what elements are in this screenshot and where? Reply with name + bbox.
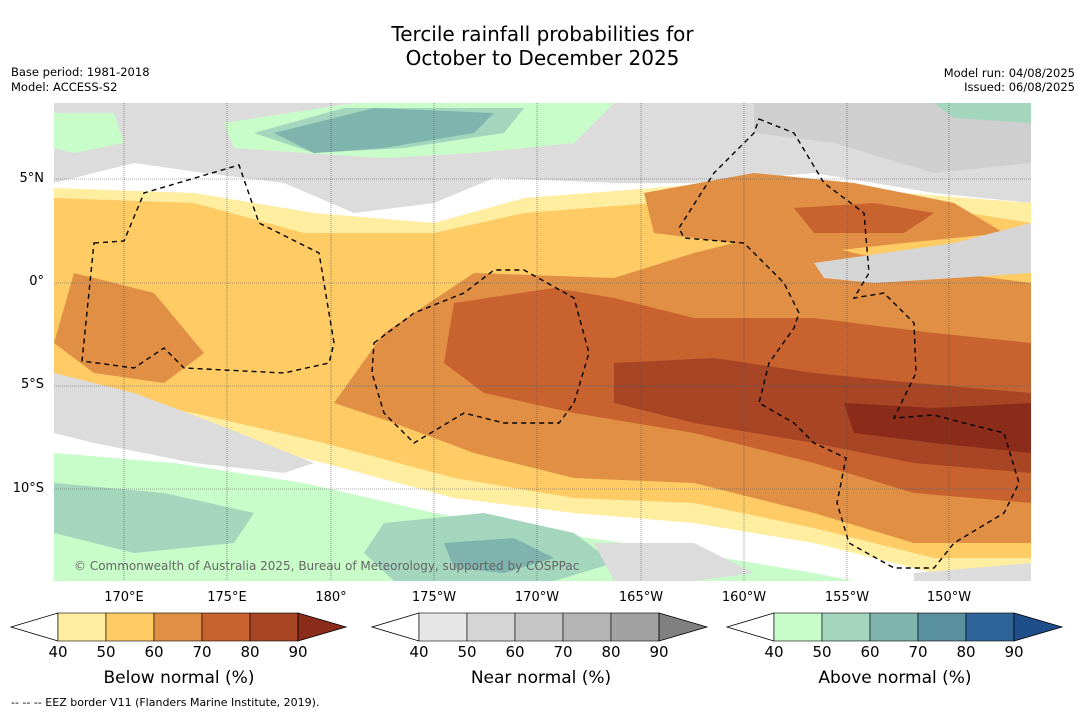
colorbar-tick-label: 80 <box>240 643 260 661</box>
lon-label-155w: 155°W <box>824 590 870 605</box>
colorbar-under-triangle <box>10 612 59 642</box>
colorbar-tick-label: 90 <box>288 643 308 661</box>
map-title-line2: October to December 2025 <box>405 46 680 70</box>
colorbar-over-triangle <box>658 612 709 642</box>
colorbar-segment <box>153 612 203 642</box>
colorbar-segment <box>418 612 468 642</box>
colorbar-tick-label: 50 <box>457 643 477 661</box>
colorbar-tick-label: 60 <box>860 643 880 661</box>
probability-field <box>54 103 1031 581</box>
lon-label-165w: 165°W <box>618 590 664 605</box>
colorbar-above-normal <box>726 612 1064 642</box>
colorbar-segment <box>466 612 516 642</box>
colorbar-segment <box>514 612 564 642</box>
colorbar-label-above-normal: Above normal (%) <box>818 668 972 688</box>
colorbar-tick-label: 40 <box>764 643 784 661</box>
colorbar-segment <box>917 612 967 642</box>
lon-label-175e: 175°E <box>207 590 247 605</box>
colorbar-segment <box>965 612 1015 642</box>
eez-footnote: -- -- -- EEZ border V11 (Flanders Marine… <box>11 696 320 709</box>
colorbar-tick-label: 50 <box>96 643 116 661</box>
colorbar-near-normal <box>371 612 709 642</box>
colorbar-tick-label: 90 <box>649 643 669 661</box>
colorbar-label-near-normal: Near normal (%) <box>470 668 612 688</box>
model-run: Model run: 04/08/2025 <box>943 66 1075 80</box>
graticule <box>54 103 1031 581</box>
lon-label-180: 180° <box>315 590 347 605</box>
colorbar-segment <box>105 612 155 642</box>
colorbar-tick-label: 60 <box>505 643 525 661</box>
colorbar-tick-label: 80 <box>601 643 621 661</box>
lon-label-175w: 175°W <box>411 590 457 605</box>
colorbar-segment <box>773 612 823 642</box>
copyright-text: © Commonwealth of Australia 2025, Bureau… <box>74 559 579 573</box>
colorbar-under-triangle <box>726 612 775 642</box>
colorbar-segment <box>869 612 919 642</box>
colorbar-under-triangle <box>371 612 420 642</box>
colorbar-segment <box>57 612 107 642</box>
colorbar-segment <box>610 612 660 642</box>
lat-label-5s: 5°S <box>20 377 44 392</box>
rainfall-probability-map: © Commonwealth of Australia 2025, Bureau… <box>54 103 1031 581</box>
lon-label-170w: 170°W <box>514 590 560 605</box>
colorbar-tick-label: 50 <box>812 643 832 661</box>
colorbar-over-triangle <box>297 612 348 642</box>
colorbar-tick-label: 80 <box>956 643 976 661</box>
colorbar-segment <box>249 612 299 642</box>
map-title-line1: Tercile rainfall probabilities for <box>391 22 694 46</box>
colorbar-segment <box>821 612 871 642</box>
colorbar-tick-label: 70 <box>192 643 212 661</box>
colorbar-label-below-normal: Below normal (%) <box>103 668 255 688</box>
colorbar-tick-label: 70 <box>553 643 573 661</box>
colorbar-tick-label: 70 <box>908 643 928 661</box>
colorbar-tick-label: 60 <box>144 643 164 661</box>
lat-label-0: 0° <box>29 274 44 289</box>
colorbar-over-triangle <box>1013 612 1064 642</box>
issued-date: Issued: 06/08/2025 <box>964 80 1075 94</box>
eez-borders <box>81 118 1020 569</box>
lat-label-10s: 10°S <box>12 481 44 496</box>
base-period: Base period: 1981-2018 <box>11 65 150 79</box>
lon-label-170e: 170°E <box>104 590 144 605</box>
colorbar-below-normal <box>10 612 348 642</box>
colorbar-tick-label: 40 <box>48 643 68 661</box>
colorbar-segment <box>562 612 612 642</box>
lat-label-5n: 5°N <box>19 171 45 186</box>
colorbar-segment <box>201 612 251 642</box>
lon-label-160w: 160°W <box>721 590 767 605</box>
model-name: Model: ACCESS-S2 <box>11 80 118 94</box>
colorbar-tick-label: 90 <box>1004 643 1024 661</box>
colorbar-tick-label: 40 <box>409 643 429 661</box>
lon-label-150w: 150°W <box>926 590 972 605</box>
